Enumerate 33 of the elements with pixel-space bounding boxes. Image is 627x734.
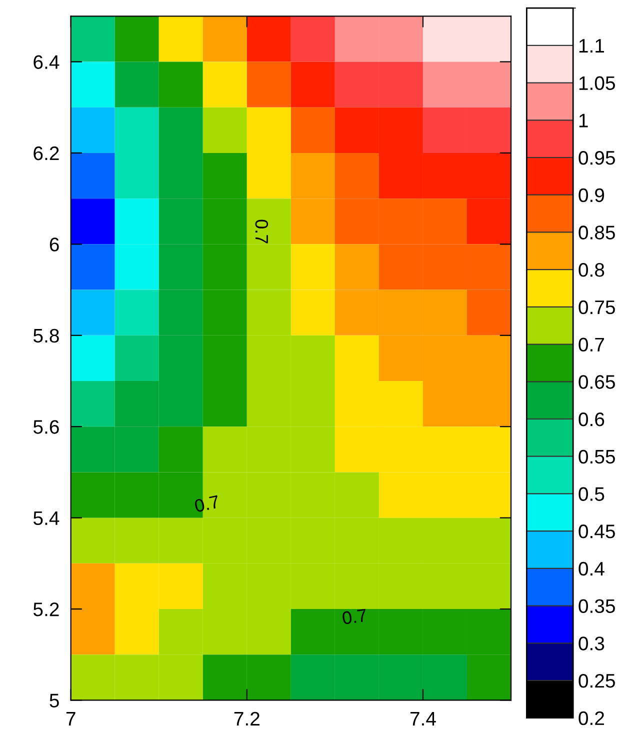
annotation: 0.7 bbox=[255, 220, 268, 244]
y-tick-label: 6 bbox=[50, 238, 59, 252]
color-bar-label: 1 bbox=[579, 114, 588, 128]
color-bar-label: 0.45 bbox=[578, 524, 615, 538]
color-bar-label: 0.5 bbox=[578, 487, 604, 501]
y-tick-label: 5.8 bbox=[33, 328, 59, 343]
annotation: 0.7 bbox=[342, 608, 367, 625]
y-tick-label: 6.2 bbox=[34, 146, 59, 160]
x-tick-label: 7.4 bbox=[410, 712, 436, 726]
color-bar-label: 0.35 bbox=[578, 599, 615, 614]
y-tick-label: 6.4 bbox=[34, 55, 60, 69]
color-bar-label: 0.75 bbox=[578, 300, 615, 314]
x-tick-label: 7.2 bbox=[234, 712, 260, 726]
color-bar-label: 0.3 bbox=[578, 636, 604, 650]
color-bar-label: 1.1 bbox=[579, 39, 604, 52]
color-bar-label: 0.7 bbox=[578, 338, 604, 352]
color-bar-label: 0.6 bbox=[578, 412, 604, 426]
y-tick-label: 5.4 bbox=[33, 511, 60, 526]
y-tick-label: 5.6 bbox=[33, 420, 59, 434]
color-bar-label: 1.05 bbox=[579, 76, 615, 90]
color-bar-label: 0.4 bbox=[578, 562, 604, 576]
color-bar-label: 0.85 bbox=[578, 226, 615, 240]
annotation: 0.7 bbox=[194, 495, 220, 512]
color-bar-label: 0.65 bbox=[578, 375, 615, 389]
y-tick-label: 5 bbox=[50, 694, 59, 708]
color-bar-label: 0.9 bbox=[578, 188, 604, 202]
color-bar-label: 0.25 bbox=[578, 674, 615, 688]
y-tick-label: 5.2 bbox=[33, 602, 59, 616]
color-bar-label: 0.55 bbox=[578, 450, 615, 464]
color-bar-label: 0.95 bbox=[578, 150, 615, 165]
color-bar-label: 0.2 bbox=[578, 711, 604, 726]
color-bar-label: 0.8 bbox=[578, 263, 604, 277]
x-tick-label: 7 bbox=[66, 712, 76, 726]
